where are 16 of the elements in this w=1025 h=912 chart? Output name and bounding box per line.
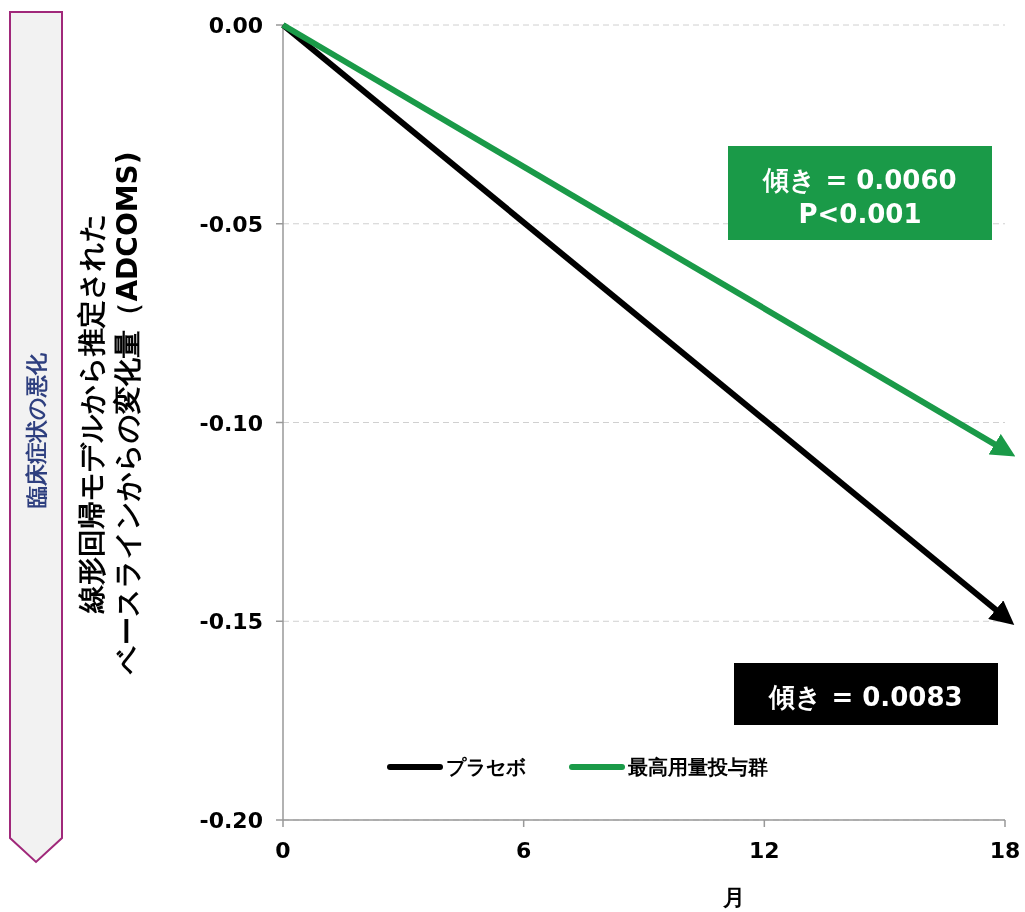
- x-tick-label: 0: [275, 838, 291, 863]
- y-axis-title: 線形回帰モデルから推定されたベースラインからの変化量（ADCOMS): [75, 151, 144, 675]
- y-tick-label: -0.05: [199, 211, 263, 237]
- legend-label: プラセボ: [446, 755, 526, 779]
- y-tick-label: -0.15: [199, 609, 263, 635]
- y-tick-label: -0.20: [199, 808, 263, 833]
- x-tick-label: 12: [749, 838, 780, 863]
- y-tick-label: 0.00: [208, 13, 263, 38]
- x-tick-label: 18: [989, 838, 1021, 863]
- x-axis-title: 月: [722, 885, 745, 910]
- annotation: 傾き = 0.0083: [768, 682, 963, 712]
- text: 臨床症状の悪化: [24, 351, 49, 508]
- legend-label: 最高用量投与群: [627, 755, 768, 779]
- y-tick-label: -0.10: [199, 410, 263, 436]
- x-tick-label: 6: [516, 838, 532, 863]
- annotation: 傾き = 0.0060 P<0.001: [762, 165, 957, 229]
